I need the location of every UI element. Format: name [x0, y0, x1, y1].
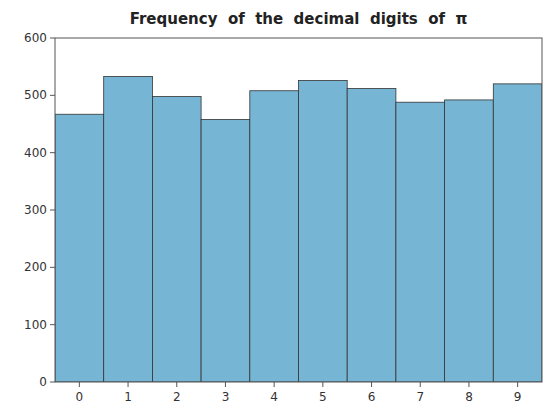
x-tick-label: 9 [514, 390, 522, 404]
x-tick [79, 382, 80, 387]
x-tick-label: 8 [465, 390, 473, 404]
x-tick-label: 5 [319, 390, 327, 404]
x-tick-label: 2 [173, 390, 181, 404]
bar [55, 114, 104, 382]
chart-container: Frequency of the decimal digits of π 0 100… [0, 0, 560, 420]
x-tick [517, 382, 518, 387]
y-tick [50, 210, 55, 211]
x-tick-label: 3 [222, 390, 230, 404]
bar [250, 91, 299, 382]
y-tick-label: 300 [24, 203, 47, 217]
bars [55, 76, 542, 382]
x-tick [371, 382, 372, 387]
bar [493, 84, 542, 382]
bar [445, 100, 494, 382]
bar [396, 102, 445, 382]
y-tick-label: 0 [39, 375, 47, 389]
bar [347, 88, 396, 382]
x-tick-label: 4 [270, 390, 278, 404]
y-tick-label: 100 [24, 318, 47, 332]
y-tick-label: 600 [24, 31, 47, 45]
y-tick-label: 200 [24, 260, 47, 274]
title: Frequency of the decimal digits of π [130, 10, 468, 28]
y-tick [50, 152, 55, 153]
x-tick [128, 382, 129, 387]
y-tick [50, 324, 55, 325]
x-tick [420, 382, 421, 387]
x-tick [274, 382, 275, 387]
x-tick [468, 382, 469, 387]
y-tick [50, 38, 55, 39]
y-tick-label: 500 [24, 88, 47, 102]
chart: Frequency of the decimal digits of π 0 100… [0, 0, 560, 420]
y-tick [50, 382, 55, 383]
bar [104, 76, 153, 382]
x-tick-label: 6 [368, 390, 376, 404]
x-tick [225, 382, 226, 387]
y-tick [50, 267, 55, 268]
bar [299, 80, 348, 382]
x-tick-label: 0 [76, 390, 84, 404]
x-tick-label: 7 [416, 390, 424, 404]
y-tick [50, 95, 55, 96]
plot-frame [55, 38, 542, 382]
bar [152, 96, 201, 382]
x-tick [176, 382, 177, 387]
y-tick-label: 400 [24, 146, 47, 160]
x-tick-label: 1 [124, 390, 132, 404]
bar [201, 119, 250, 382]
x-tick [322, 382, 323, 387]
